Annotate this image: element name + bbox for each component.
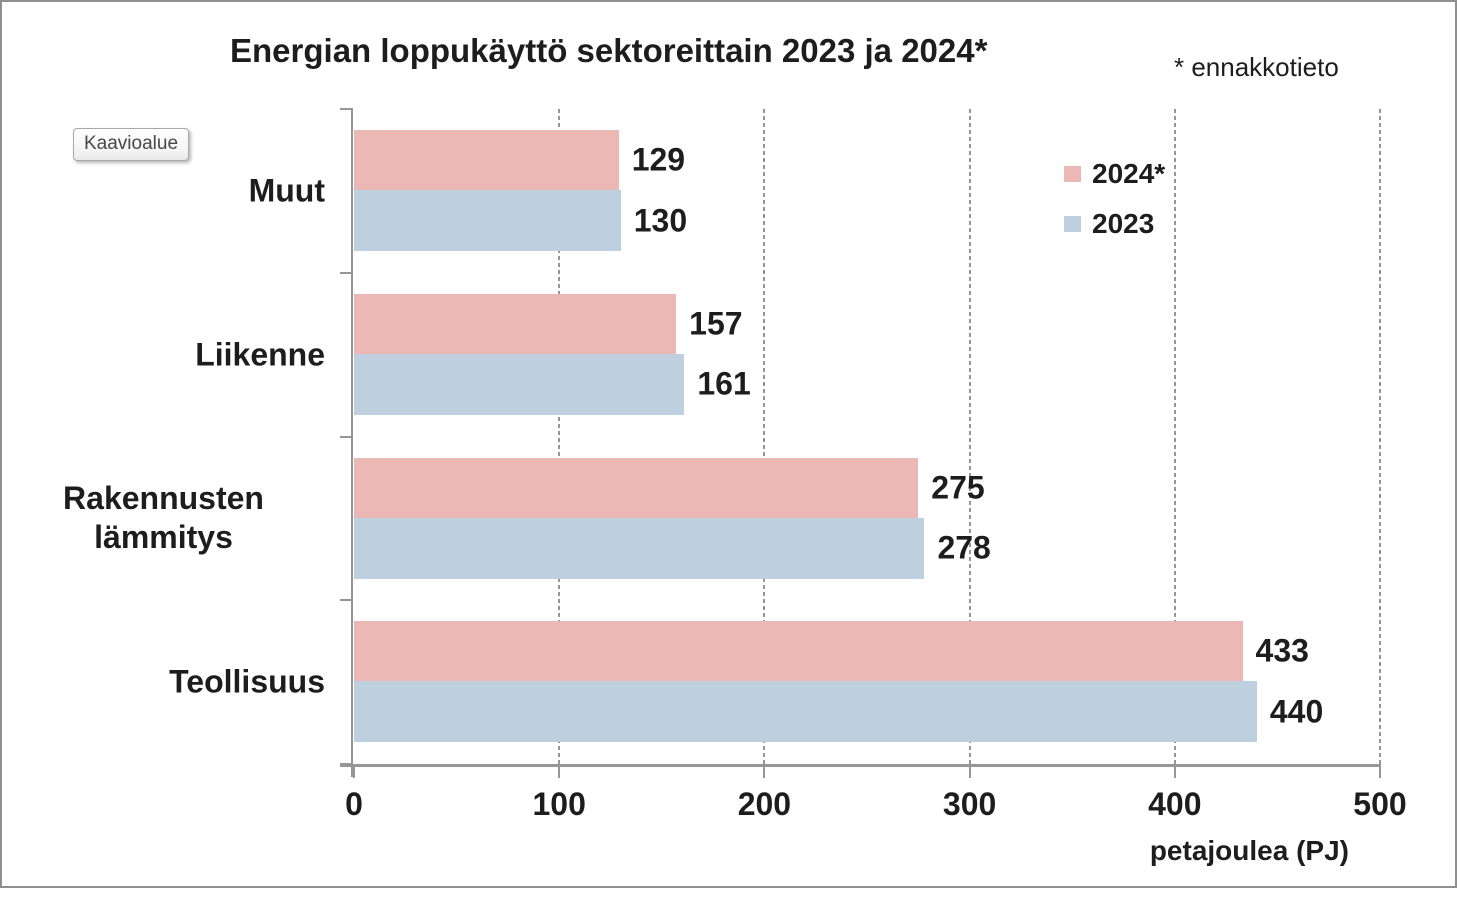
legend-swatch-2023 bbox=[1064, 216, 1081, 232]
value-label-2024-teollisuus: 433 bbox=[1255, 632, 1309, 669]
x-tick-label-300: 300 bbox=[942, 786, 997, 822]
x-tick-label-500: 500 bbox=[1353, 786, 1407, 822]
value-label-2024-rakennusten-l-mmitys: 275 bbox=[931, 469, 985, 505]
category-label-teollisuus: Teollisuus bbox=[169, 663, 325, 700]
gridline-100 bbox=[558, 109, 561, 764]
category-label-liikenne: Liikenne bbox=[195, 336, 325, 373]
x-tick-label-200: 200 bbox=[737, 786, 792, 822]
bar-2023-liikenne[interactable] bbox=[354, 353, 685, 415]
x-tick-label-100: 100 bbox=[532, 786, 586, 822]
gridline-400 bbox=[1173, 109, 1176, 764]
bar-2024-rakennusten-l-mmitys[interactable] bbox=[354, 457, 919, 518]
gridline-300 bbox=[968, 109, 971, 764]
y-axis-tick-2 bbox=[340, 435, 353, 438]
bar-2023-muut[interactable] bbox=[354, 190, 621, 251]
x-axis-tick-0 bbox=[353, 767, 355, 778]
value-label-2023-teollisuus: 440 bbox=[1269, 693, 1324, 730]
bar-2024-muut[interactable] bbox=[354, 130, 619, 190]
x-tick-label-400: 400 bbox=[1148, 786, 1202, 822]
bar-2024-liikenne[interactable] bbox=[354, 293, 677, 354]
y-axis-line bbox=[351, 109, 353, 777]
x-axis-line bbox=[340, 764, 1381, 767]
legend-item-2023[interactable]: 2023 bbox=[1064, 208, 1165, 240]
x-axis-tick-200 bbox=[763, 767, 766, 778]
x-axis-tick-300 bbox=[968, 767, 971, 778]
value-label-2023-rakennusten-l-mmitys: 278 bbox=[937, 529, 991, 566]
bar-2023-rakennusten-l-mmitys[interactable] bbox=[354, 517, 925, 579]
gridline-500 bbox=[1379, 109, 1381, 764]
legend: 2024* 2023 bbox=[1064, 158, 1165, 240]
x-tick-label-0: 0 bbox=[345, 786, 363, 822]
legend-label-2023: 2023 bbox=[1092, 208, 1155, 239]
x-axis-tick-100 bbox=[558, 767, 561, 778]
x-axis-tick-400 bbox=[1173, 767, 1176, 778]
footnote-ennakkotieto: * ennakkotieto bbox=[1174, 52, 1339, 82]
category-label-rakennusten-l-mmitys: Rakennusten lämmitys bbox=[63, 480, 264, 556]
value-label-2023-muut: 130 bbox=[633, 202, 688, 238]
value-label-2023-liikenne: 161 bbox=[697, 365, 751, 402]
category-label-muut: Muut bbox=[248, 172, 325, 209]
bar-2024-teollisuus[interactable] bbox=[354, 621, 1243, 682]
legend-label-2024: 2024* bbox=[1092, 158, 1166, 189]
x-axis-title: petajoulea (PJ) bbox=[1149, 835, 1349, 866]
bar-2023-teollisuus[interactable] bbox=[354, 681, 1257, 743]
legend-swatch-2024 bbox=[1064, 166, 1081, 182]
chart-area-tooltip: Kaavioalue bbox=[73, 128, 190, 161]
value-label-2024-liikenne: 157 bbox=[689, 305, 743, 342]
chart-title: Energian loppukäyttö sektoreittain 2023 … bbox=[230, 32, 988, 69]
value-label-2024-muut: 129 bbox=[631, 141, 686, 178]
y-axis-tick-3 bbox=[340, 599, 353, 602]
x-axis-tick-500 bbox=[1379, 767, 1381, 778]
y-axis-tick-0 bbox=[340, 108, 353, 110]
gridline-200 bbox=[763, 109, 766, 764]
y-axis-tick-1 bbox=[340, 271, 353, 274]
legend-item-2024[interactable]: 2024* bbox=[1064, 158, 1165, 190]
